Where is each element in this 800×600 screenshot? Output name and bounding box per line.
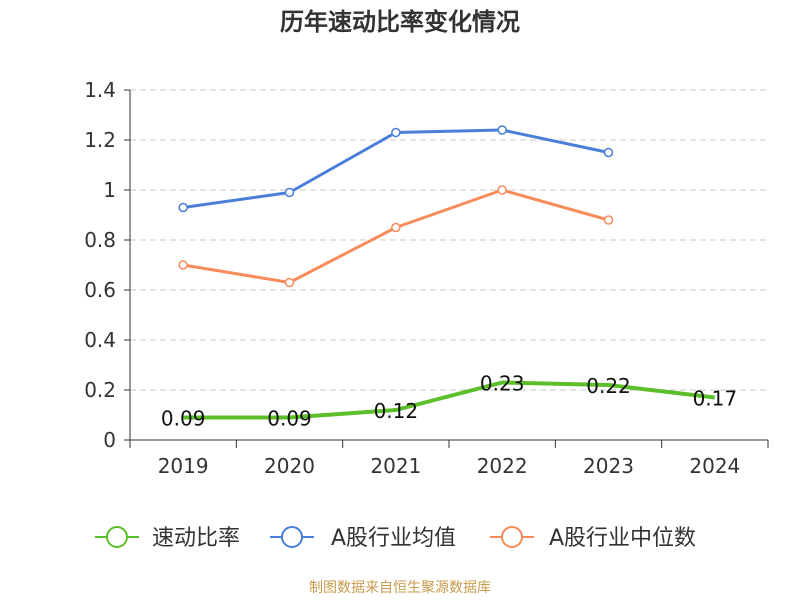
series-lines <box>178 125 716 420</box>
data-point <box>603 147 614 158</box>
x-tick-label: 2022 <box>477 454 528 478</box>
series-line-1 <box>182 128 609 209</box>
data-label: 0.22 <box>586 374 631 398</box>
y-tick-label: 0.8 <box>84 228 116 252</box>
series-line-2 <box>182 188 609 284</box>
x-tick-label: 2020 <box>264 454 315 478</box>
data-label: 0.17 <box>693 387 738 411</box>
gridlines <box>130 89 768 391</box>
y-tick-label: 0.2 <box>84 378 116 402</box>
y-tick-label: 0.4 <box>84 328 116 352</box>
legend-label: 速动比率 <box>152 526 240 551</box>
y-tick-label: 0.6 <box>84 278 116 302</box>
y-tick-label: 1 <box>103 178 116 202</box>
data-point <box>497 185 507 195</box>
data-point <box>391 127 401 138</box>
data-point <box>497 125 507 135</box>
x-tick-label: 2023 <box>583 454 634 478</box>
series-line-0 <box>183 380 716 420</box>
data-point <box>178 260 188 270</box>
data-point <box>284 187 295 198</box>
data-point <box>391 222 401 233</box>
data-point <box>284 277 295 288</box>
data-label: 0.09 <box>161 407 206 431</box>
legend-marker <box>281 526 303 548</box>
x-tick-label: 2019 <box>158 454 209 478</box>
legend-marker <box>501 526 523 548</box>
legend-label: A股行业中位数 <box>549 526 696 551</box>
x-tick-label: 2021 <box>370 454 421 478</box>
legend-marker <box>106 526 128 548</box>
data-label: 0.12 <box>374 399 419 423</box>
chart-title: 历年速动比率变化情况 <box>280 8 520 36</box>
legend-label: A股行业均值 <box>331 526 456 551</box>
data-point <box>603 215 614 225</box>
axes: 0 0.2 0.4 0.6 0.8 1 1.2 1.4 2019 2020 2021 2022 2023… <box>84 78 769 478</box>
data-label: 0.23 <box>480 372 525 396</box>
y-tick-label: 1.4 <box>84 78 116 102</box>
x-tick-label: 2024 <box>689 454 740 478</box>
y-tick-label: 0 <box>103 428 116 452</box>
data-label: 0.09 <box>267 407 312 431</box>
y-tick-label: 1.2 <box>84 128 116 152</box>
legend: 速动比率 A股行业均值 A股行业中位数 <box>95 526 696 551</box>
data-labels: 0.09 0.09 0.12 0.23 0.22 0.17 <box>161 372 737 431</box>
data-point <box>178 202 188 213</box>
source-note: 制图数据来自恒生聚源数据库 <box>309 580 491 596</box>
